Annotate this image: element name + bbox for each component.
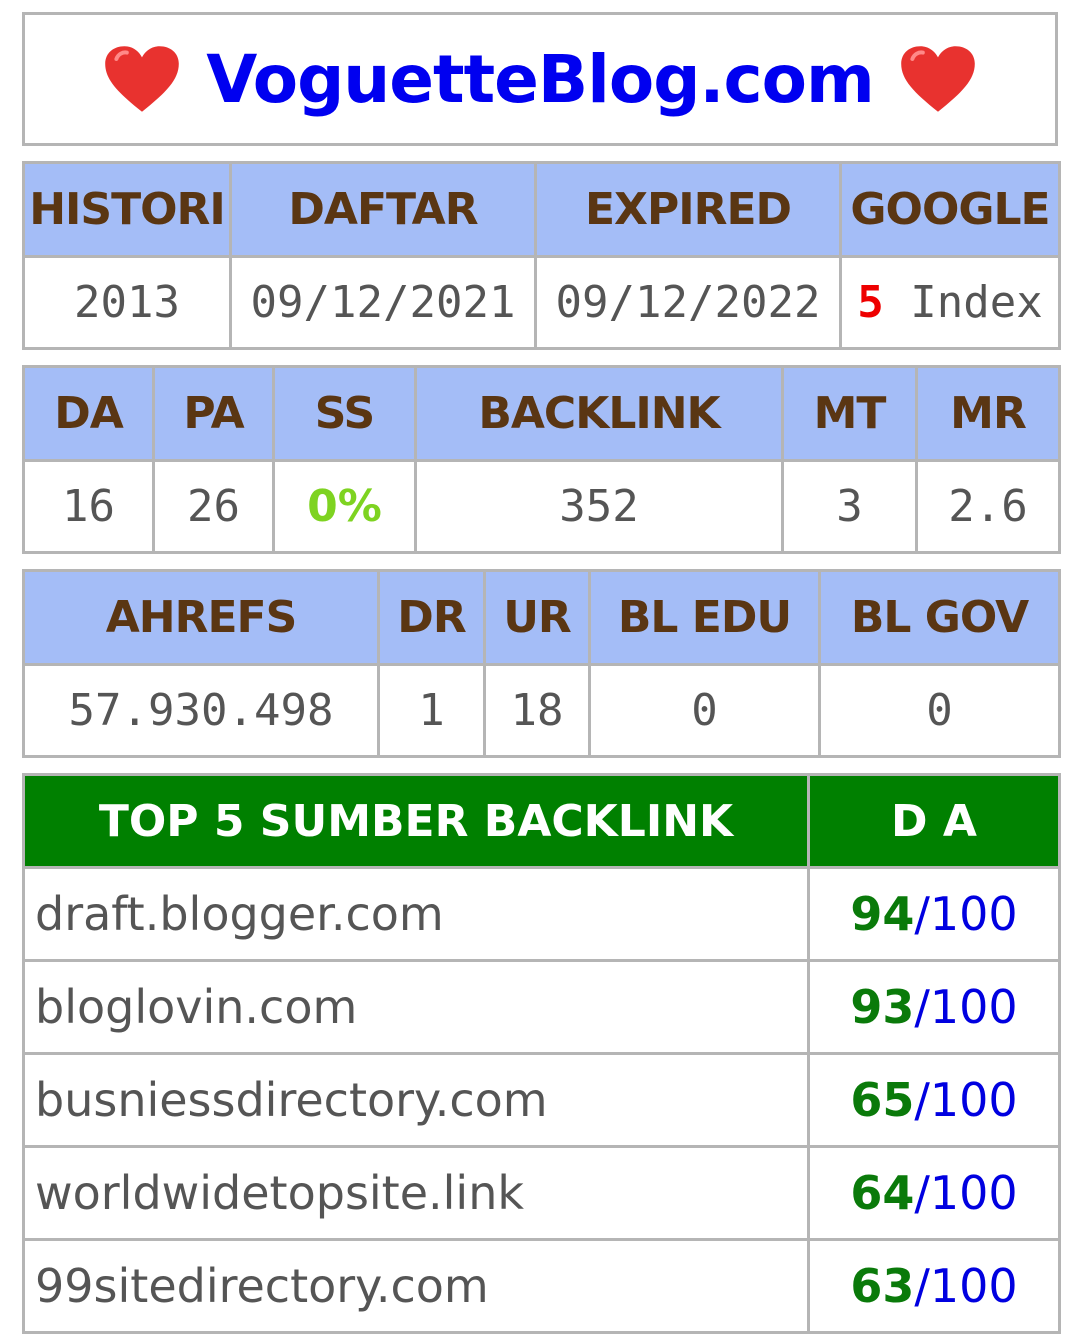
- backlink-da: 94/100: [807, 866, 1061, 962]
- header-top-backlink-source: TOP 5 SUMBER BACKLINK: [22, 773, 810, 869]
- backlink-da: 63/100: [807, 1238, 1061, 1334]
- ss-value: 0%: [272, 459, 417, 554]
- backlink-da: 64/100: [807, 1145, 1061, 1241]
- google-index-label: Index: [883, 277, 1043, 328]
- ahrefs-metrics-table: AHREFS DR UR BL EDU BL GOV 57.930.498 1 …: [22, 569, 1061, 758]
- backlink-da-max: 100: [929, 1259, 1018, 1313]
- bl-edu-value: 0: [588, 663, 821, 758]
- header-google: GOOGLE: [839, 161, 1061, 258]
- table-row: draft.blogger.com 94/100: [22, 866, 1061, 962]
- backlink-da-max: 100: [929, 1073, 1018, 1127]
- da-value: 16: [22, 459, 155, 554]
- header-ahrefs: AHREFS: [22, 569, 380, 666]
- header-backlink-da: D A: [807, 773, 1061, 869]
- header-mr: MR: [915, 365, 1061, 462]
- header-histori: HISTORI: [22, 161, 232, 258]
- moz-metrics-table: DA PA SS BACKLINK MT MR 16 26 0% 352 3 2…: [22, 365, 1061, 554]
- backlink-value: 352: [414, 459, 784, 554]
- backlink-site: worldwidetopsite.link: [22, 1145, 810, 1241]
- table-row: bloglovin.com 93/100: [22, 959, 1061, 1055]
- google-index-count: 5: [857, 277, 884, 328]
- backlink-site: bloglovin.com: [22, 959, 810, 1055]
- heart-icon: [900, 46, 975, 112]
- backlink-da-separator: /: [914, 1259, 930, 1313]
- backlink-da-value: 65: [850, 1073, 915, 1127]
- header-bl-edu: BL EDU: [588, 569, 821, 666]
- header-ss: SS: [272, 365, 417, 462]
- header-ur: UR: [483, 569, 591, 666]
- ur-value: 18: [483, 663, 591, 758]
- mt-value: 3: [781, 459, 918, 554]
- backlink-da-value: 64: [850, 1166, 915, 1220]
- backlink-da-separator: /: [914, 1166, 930, 1220]
- header-pa: PA: [152, 365, 275, 462]
- top-backlinks-table: TOP 5 SUMBER BACKLINK D A draft.blogger.…: [22, 773, 1061, 1334]
- backlink-da: 93/100: [807, 959, 1061, 1055]
- table-row: 99sitedirectory.com 63/100: [22, 1238, 1061, 1334]
- histori-value: 2013: [22, 255, 232, 350]
- bl-gov-value: 0: [818, 663, 1061, 758]
- table-row: worldwidetopsite.link 64/100: [22, 1145, 1061, 1241]
- header-bl-gov: BL GOV: [818, 569, 1061, 666]
- backlink-site: busniessdirectory.com: [22, 1052, 810, 1148]
- table-row: busniessdirectory.com 65/100: [22, 1052, 1061, 1148]
- backlink-da-separator: /: [914, 887, 930, 941]
- site-title-box: VoguetteBlog.com: [22, 12, 1058, 146]
- backlink-da-max: 100: [929, 1166, 1018, 1220]
- header-backlink: BACKLINK: [414, 365, 784, 462]
- header-da: DA: [22, 365, 155, 462]
- backlink-da-separator: /: [914, 1073, 930, 1127]
- seo-card: VoguetteBlog.com HISTORI DAFTAR EXPIRED …: [22, 12, 1061, 1334]
- backlink-da-max: 100: [929, 887, 1018, 941]
- backlink-da-value: 63: [850, 1259, 915, 1313]
- ahrefs-value: 57.930.498: [22, 663, 380, 758]
- heart-icon: [105, 46, 180, 112]
- header-mt: MT: [781, 365, 918, 462]
- daftar-value: 09/12/2021: [229, 255, 537, 350]
- expired-value: 09/12/2022: [534, 255, 842, 350]
- backlink-da-max: 100: [929, 980, 1018, 1034]
- header-daftar: DAFTAR: [229, 161, 537, 258]
- header-dr: DR: [377, 569, 486, 666]
- ss-value-text: 0%: [307, 481, 382, 532]
- mr-value: 2.6: [915, 459, 1061, 554]
- pa-value: 26: [152, 459, 275, 554]
- dr-value: 1: [377, 663, 486, 758]
- backlink-da-value: 94: [850, 887, 915, 941]
- backlink-da-separator: /: [914, 980, 930, 1034]
- backlink-site: 99sitedirectory.com: [22, 1238, 810, 1334]
- backlink-site: draft.blogger.com: [22, 866, 810, 962]
- domain-info-table: HISTORI DAFTAR EXPIRED GOOGLE 2013 09/12…: [22, 161, 1061, 350]
- backlink-da: 65/100: [807, 1052, 1061, 1148]
- site-title[interactable]: VoguetteBlog.com: [206, 40, 874, 118]
- google-index-value: 5 Index: [839, 255, 1061, 350]
- backlink-da-value: 93: [850, 980, 915, 1034]
- header-expired: EXPIRED: [534, 161, 842, 258]
